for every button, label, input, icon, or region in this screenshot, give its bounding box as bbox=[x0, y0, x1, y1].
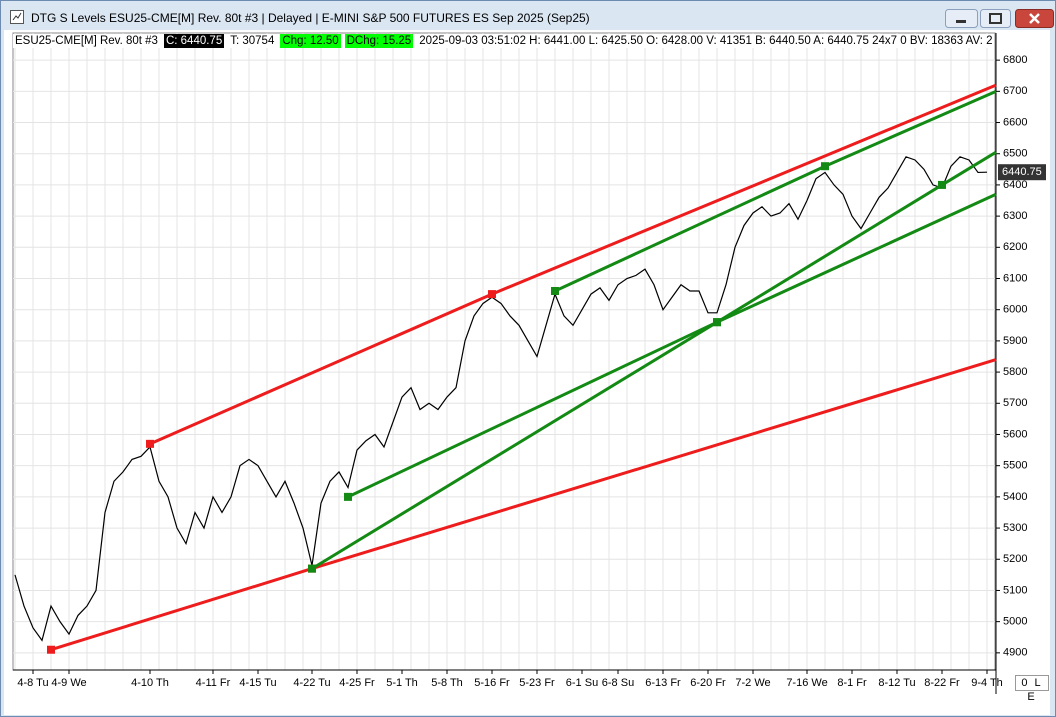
y-tick-label: 5000 bbox=[1003, 616, 1027, 628]
trend-anchor bbox=[821, 162, 829, 171]
x-tick-label: 8-12 Tu bbox=[878, 677, 915, 689]
last-price-label: 6440.75 bbox=[1002, 166, 1042, 178]
y-tick-label: 6100 bbox=[1003, 272, 1027, 284]
x-tick-label: 4-15 Tu bbox=[239, 677, 276, 689]
y-tick-label: 5300 bbox=[1003, 522, 1027, 534]
x-tick-label: 8-1 Fr bbox=[837, 677, 867, 689]
trend-anchor bbox=[47, 645, 55, 654]
status-label[interactable]: 0 L E bbox=[1015, 675, 1049, 703]
title-bar: DTG S Levels ESU25-CME[M] Rev. 80t #3 | … bbox=[1, 1, 1055, 31]
info-segment: DChg: 15.25 bbox=[344, 34, 414, 48]
x-tick-label: 5-16 Fr bbox=[474, 677, 510, 689]
x-tick-label: 5-8 Th bbox=[431, 677, 463, 689]
x-tick-label: 4-10 Th bbox=[131, 677, 169, 689]
y-tick-label: 6200 bbox=[1003, 241, 1027, 253]
x-tick-label: 4-9 We bbox=[51, 677, 86, 689]
y-tick-label: 6300 bbox=[1003, 210, 1027, 222]
x-tick-label: 4-22 Tu bbox=[293, 677, 330, 689]
y-tick-label: 5400 bbox=[1003, 491, 1027, 503]
info-segment: C: 6440.75 bbox=[163, 34, 225, 48]
x-tick-label: 6-13 Fr bbox=[645, 677, 681, 689]
x-tick-label: 9-4 Th bbox=[971, 677, 1003, 689]
y-tick-label: 6400 bbox=[1003, 179, 1027, 191]
y-tick-label: 6800 bbox=[1003, 54, 1027, 66]
maximize-button[interactable] bbox=[980, 9, 1011, 28]
y-tick-label: 6500 bbox=[1003, 148, 1027, 160]
info-bar: ESU25-CME[M] Rev. 80t #3 C: 6440.75 T: 307… bbox=[13, 34, 993, 48]
y-tick-label: 5600 bbox=[1003, 428, 1027, 440]
last-price-box bbox=[998, 164, 1046, 181]
y-tick-label: 6600 bbox=[1003, 116, 1027, 128]
x-tick-label: 8-22 Fr bbox=[924, 677, 960, 689]
trend-line bbox=[311, 150, 997, 570]
y-tick-label: 5700 bbox=[1003, 397, 1027, 409]
price-line bbox=[14, 156, 988, 642]
y-tick-label: 6700 bbox=[1003, 85, 1027, 97]
trend-anchor bbox=[938, 180, 946, 189]
trend-anchor bbox=[344, 492, 352, 501]
y-tick-label: 5800 bbox=[1003, 366, 1027, 378]
x-tick-label: 4-8 Tu bbox=[17, 677, 48, 689]
x-tick-label: 6-8 Su bbox=[602, 677, 634, 689]
x-tick-label: 5-1 Th bbox=[386, 677, 418, 689]
x-tick-label: 4-11 Fr bbox=[196, 677, 231, 689]
chart: 4900 5000 5100 5200 5300 5400 5500 5600 5700 5800… bbox=[4, 30, 1050, 715]
x-tick-label: 7-2 We bbox=[735, 677, 770, 689]
trend-anchor bbox=[308, 564, 316, 573]
info-segment: 2025-09-03 03:51:02 H: 6441.00 L: 6425.5… bbox=[417, 34, 993, 48]
x-tick-label: 6-1 Su bbox=[566, 677, 598, 689]
x-tick-label: 5-23 Fr bbox=[519, 677, 555, 689]
y-tick-label: 5900 bbox=[1003, 335, 1027, 347]
trend-anchor bbox=[146, 439, 154, 448]
y-tick-label: 6000 bbox=[1003, 304, 1027, 316]
info-segment: T: 30754 bbox=[228, 34, 277, 48]
window-buttons[interactable] bbox=[945, 9, 1055, 29]
y-tick-label: 5100 bbox=[1003, 584, 1027, 596]
x-tick-label: 6-20 Fr bbox=[690, 677, 726, 689]
info-segment: Chg: 12.50 bbox=[280, 34, 341, 48]
window-title: DTG S Levels ESU25-CME[M] Rev. 80t #3 | … bbox=[31, 11, 590, 25]
plot-area bbox=[12, 32, 996, 671]
y-tick-label: 5200 bbox=[1003, 553, 1027, 565]
trend-anchor bbox=[713, 318, 721, 327]
y-tick-label: 4900 bbox=[1003, 647, 1027, 659]
trend-anchor bbox=[551, 286, 559, 295]
trend-anchor bbox=[488, 290, 496, 299]
x-tick-label: 7-16 We bbox=[786, 677, 827, 689]
x-tick-label: 4-25 Fr bbox=[339, 677, 375, 689]
minimize-button[interactable] bbox=[945, 9, 978, 28]
app-icon bbox=[10, 10, 24, 24]
info-segment: ESU25-CME[M] Rev. 80t #3 bbox=[13, 34, 160, 48]
y-tick-label: 5500 bbox=[1003, 460, 1027, 472]
